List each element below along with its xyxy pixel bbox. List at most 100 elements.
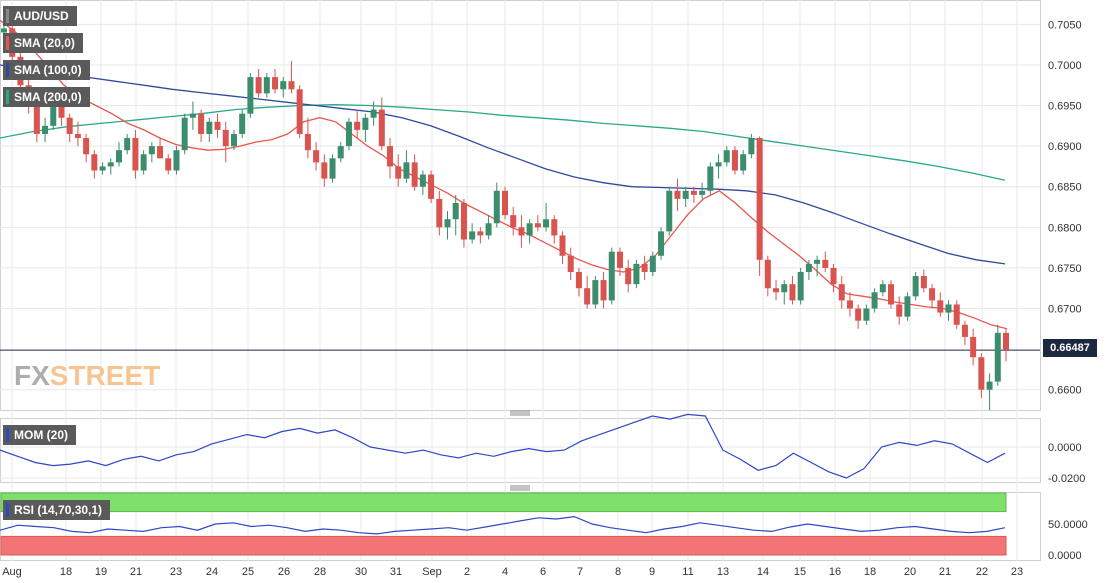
candle — [805, 259, 812, 281]
candle-body — [230, 133, 237, 147]
candle-body — [666, 190, 673, 232]
candle-body — [781, 284, 788, 293]
candle — [74, 121, 81, 147]
time-tick-label: 8 — [615, 566, 621, 578]
candle-body — [699, 190, 706, 195]
sma20-legend[interactable]: SMA (20,0) — [3, 33, 83, 53]
candle — [953, 300, 960, 329]
candle — [280, 77, 287, 98]
rsi-panel — [0, 492, 1007, 556]
sma100-legend[interactable]: SMA (100,0) — [3, 60, 90, 80]
candle — [189, 101, 196, 130]
candle — [42, 117, 49, 143]
candle — [83, 133, 90, 163]
candle-body — [855, 308, 862, 321]
candle-body — [148, 146, 155, 155]
candle — [329, 154, 336, 183]
sma100-legend-text: SMA (100,0) — [14, 63, 82, 77]
sma200-legend-text: SMA (200,0) — [14, 90, 82, 104]
candle — [986, 373, 993, 410]
price-tick-label: 0.6700 — [1048, 304, 1082, 316]
candle — [288, 60, 295, 94]
price-tick-label: 0.7000 — [1048, 60, 1082, 72]
candle — [387, 138, 394, 179]
candle — [378, 97, 385, 151]
candle — [502, 186, 508, 220]
candle — [896, 296, 903, 325]
candle-body — [321, 162, 328, 179]
candle — [255, 69, 262, 98]
candle — [403, 150, 410, 183]
candle-body — [74, 133, 81, 139]
time-tick-label: 25 — [242, 566, 254, 578]
candle-body — [707, 166, 714, 191]
candle — [616, 247, 623, 277]
candle-body — [1, 28, 7, 33]
sma20-legend-text: SMA (20,0) — [14, 36, 75, 50]
candle-body — [502, 190, 508, 216]
candle-body — [345, 121, 352, 147]
candle-body — [83, 138, 90, 155]
candle — [822, 251, 829, 272]
rsi-marker — [6, 503, 9, 517]
candle — [543, 202, 550, 232]
sma100-line — [0, 64, 1006, 265]
candle — [748, 133, 755, 159]
rsi-overbought-zone — [0, 492, 1007, 513]
time-tick-label: 4 — [502, 566, 508, 578]
candle-body — [132, 138, 139, 171]
candle — [773, 280, 780, 301]
candle-body — [608, 251, 615, 301]
candle — [904, 292, 911, 321]
candle-body — [428, 174, 435, 199]
candle — [173, 146, 180, 175]
candle — [658, 227, 665, 260]
candle-body — [411, 162, 418, 187]
candle-body — [115, 150, 122, 163]
candle — [206, 117, 213, 143]
candle-body — [896, 304, 903, 317]
candle — [830, 263, 837, 293]
candle — [789, 276, 796, 305]
candle-body — [337, 146, 344, 159]
candle — [165, 154, 172, 175]
candle — [871, 288, 878, 313]
candle — [157, 138, 164, 159]
candle — [115, 142, 122, 167]
candle-body — [173, 150, 180, 171]
candle-body — [920, 276, 927, 289]
candle-body — [830, 267, 837, 285]
candle — [731, 146, 738, 175]
sma200-legend[interactable]: SMA (200,0) — [3, 87, 90, 107]
time-tick-label: 30 — [355, 566, 367, 578]
time-tick-label: 21 — [939, 566, 951, 578]
candle-body — [263, 77, 270, 94]
candle-body — [469, 231, 476, 240]
price-tick-label: 0.7050 — [1048, 19, 1082, 31]
price-tick-label: 0.6750 — [1048, 263, 1082, 275]
candle-body — [592, 280, 599, 305]
candle-body — [189, 113, 196, 118]
candle — [526, 219, 533, 244]
candle — [633, 259, 640, 289]
candle-body — [1003, 332, 1009, 350]
candle-body — [986, 381, 993, 390]
candle-body — [658, 231, 665, 256]
candle-body — [994, 332, 1001, 382]
candle — [419, 170, 426, 195]
candle — [124, 133, 131, 155]
candle — [477, 227, 484, 244]
candle — [649, 251, 656, 277]
time-tick-label: 7 — [577, 566, 583, 578]
candle — [345, 117, 352, 151]
candle-body — [387, 146, 394, 167]
candle — [518, 215, 525, 248]
mom-legend[interactable]: MOM (20) — [3, 425, 76, 445]
candle-body — [157, 146, 164, 159]
symbol-label[interactable]: AUD/USD — [3, 6, 77, 26]
rsi-legend[interactable]: RSI (14,70,30,1) — [3, 500, 111, 520]
candle — [214, 113, 221, 139]
candle-body — [526, 223, 533, 236]
candle-body — [354, 121, 361, 130]
candle — [961, 320, 968, 346]
